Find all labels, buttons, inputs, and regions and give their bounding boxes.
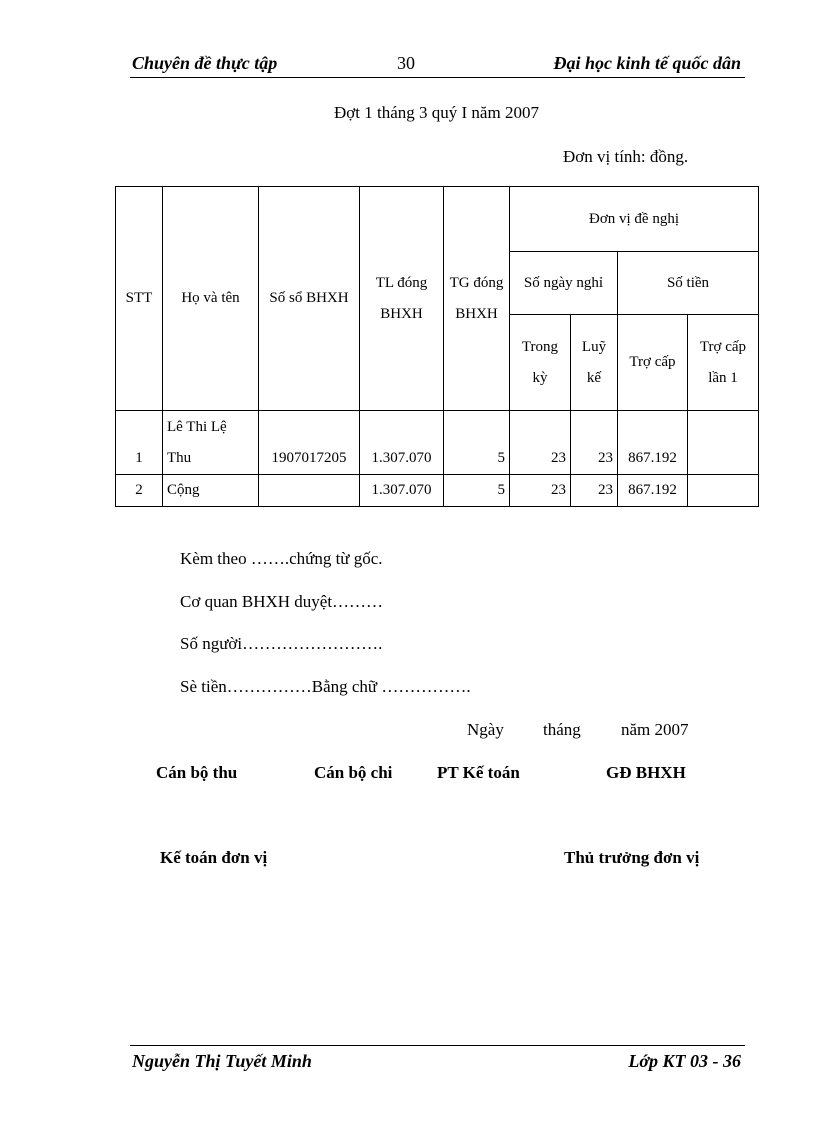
cell-allowance: 867.192	[617, 410, 688, 475]
cell-allowance-1	[687, 474, 759, 507]
header-amount: Số tiền	[617, 251, 759, 315]
cell-stt: 1	[115, 410, 163, 475]
cell-salary: 1.307.070	[359, 474, 444, 507]
note-amount: Sè tiền……………Bằng chữ …………….	[180, 677, 471, 696]
cell-cumulative: 23	[570, 474, 618, 507]
signature-unit-head: Thủ trưởng đơn vị	[564, 848, 700, 867]
page-number: 30	[397, 53, 415, 73]
header-time: TG đóng BHXH	[443, 186, 510, 411]
signature-unit-accountant: Kế toán đơn vị	[160, 848, 268, 867]
page-title: Đợt 1 tháng 3 quý I năm 2007	[334, 103, 539, 122]
header-rule	[130, 77, 745, 78]
footer-rule	[130, 1045, 745, 1046]
signature-director: GĐ BHXH	[606, 763, 686, 782]
table-row: 1 Lê Thi Lệ Thu 1907017205 1.307.070 5 2…	[115, 410, 759, 475]
cell-time: 5	[443, 474, 510, 507]
cell-name: Lê Thi Lệ Thu	[162, 410, 259, 475]
header-days-off: Số ngày nghỉ	[509, 251, 618, 315]
header-in-period: Trong kỳ	[509, 314, 571, 411]
cell-cumulative: 23	[570, 410, 618, 475]
date-month: tháng	[543, 720, 581, 739]
cell-time: 5	[443, 410, 510, 475]
header-allowance: Trợ cấp	[617, 314, 688, 411]
cell-in-period: 23	[509, 410, 571, 475]
header-right: Đại học kinh tế quốc dân	[553, 53, 741, 73]
note-people: Số người…………………….	[180, 634, 383, 653]
header-salary: TL đóng BHXH	[359, 186, 444, 411]
note-attached: Kèm theo …….chứng từ gốc.	[180, 549, 383, 568]
header-cumulative: Luỹ kế	[570, 314, 618, 411]
cell-stt: 2	[115, 474, 163, 507]
footer-left: Nguyễn Thị Tuyết Minh	[132, 1051, 312, 1071]
cell-allowance-1	[687, 410, 759, 475]
cell-book	[258, 474, 360, 507]
signature-deputy-accountant: PT Kế toán	[437, 763, 520, 782]
footer-right: Lớp KT 03 - 36	[628, 1051, 741, 1071]
cell-allowance: 867.192	[617, 474, 688, 507]
header-book: Số sổ BHXH	[258, 186, 360, 411]
header-allowance-1: Trợ cấp lần 1	[687, 314, 759, 411]
note-approved: Cơ quan BHXH duyệt………	[180, 592, 384, 611]
header-proposal: Đơn vị đề nghị	[509, 186, 759, 252]
signature-payer: Cán bộ chi	[314, 763, 393, 782]
cell-in-period: 23	[509, 474, 571, 507]
header-left: Chuyên đề thực tập	[132, 53, 278, 73]
cell-salary: 1.307.070	[359, 410, 444, 475]
cell-name: Cộng	[162, 474, 259, 507]
cell-book: 1907017205	[258, 410, 360, 475]
table-row: 2 Cộng 1.307.070 5 23 23 867.192	[115, 474, 759, 507]
date-year: năm 2007	[621, 720, 689, 739]
unit-label: Đơn vị tính: đồng.	[563, 147, 689, 166]
header-name: Họ và tên	[162, 186, 259, 411]
signature-collector: Cán bộ thu	[156, 763, 238, 782]
header-stt: STT	[115, 186, 163, 411]
date-day: Ngày	[467, 720, 504, 739]
allowance-table: STT Họ và tên Số sổ BHXH TL đóng BHXH TG…	[115, 186, 759, 507]
